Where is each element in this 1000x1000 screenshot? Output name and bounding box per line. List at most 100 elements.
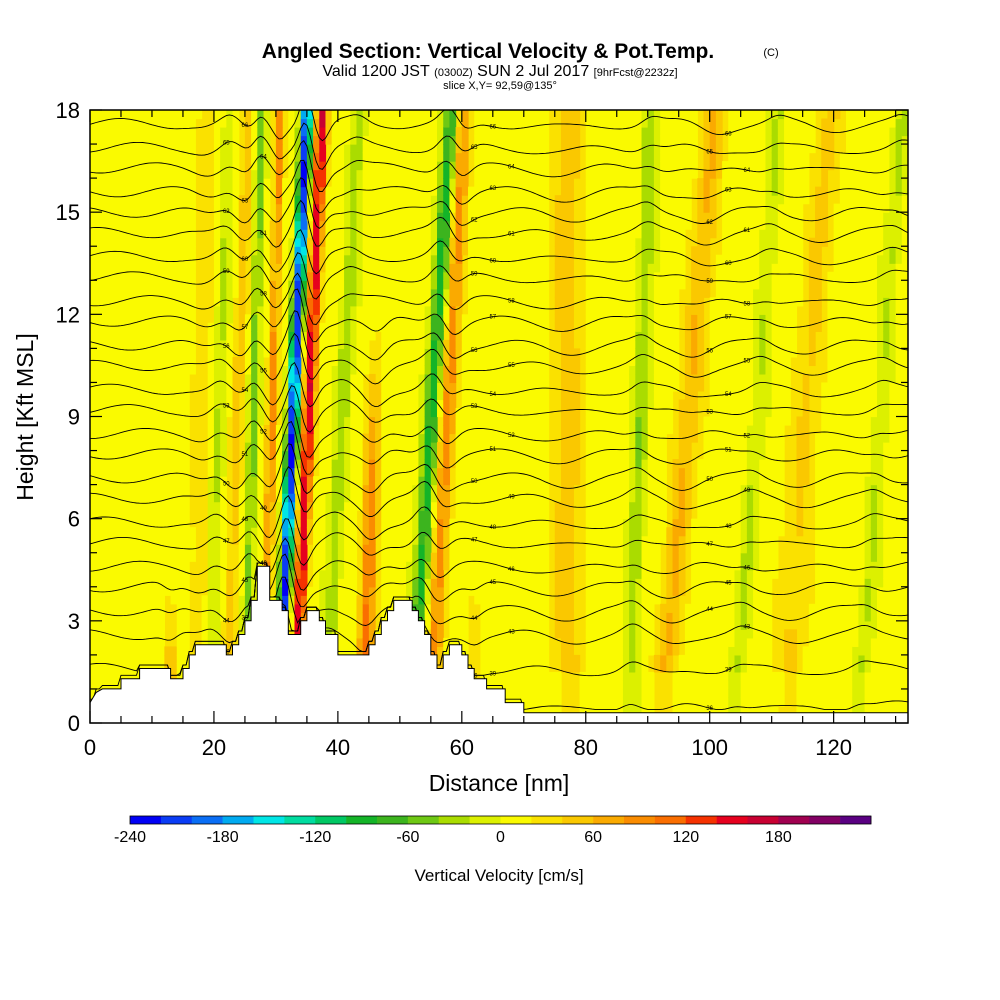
velocity-cell <box>449 442 457 452</box>
velocity-cell <box>102 314 110 324</box>
velocity-cell <box>567 322 574 332</box>
velocity-cell <box>325 254 333 264</box>
velocity-cell <box>542 612 550 622</box>
velocity-cell <box>542 212 550 222</box>
velocity-cell <box>356 373 364 384</box>
velocity-cell <box>480 603 488 613</box>
velocity-cell <box>90 186 97 196</box>
velocity-cell <box>511 110 519 120</box>
velocity-cell <box>263 544 271 554</box>
velocity-cell <box>263 535 271 545</box>
velocity-cell <box>120 229 128 239</box>
velocity-cell <box>517 365 525 375</box>
velocity-cell <box>350 544 358 554</box>
velocity-cell <box>325 603 333 613</box>
velocity-cell <box>114 356 122 367</box>
velocity-cell <box>480 161 488 171</box>
velocity-cell <box>424 339 432 349</box>
velocity-cell <box>505 382 512 392</box>
velocity-cell <box>269 271 277 281</box>
velocity-cell <box>387 595 395 605</box>
velocity-cell <box>232 433 240 443</box>
velocity-cell <box>399 322 407 332</box>
velocity-cell <box>480 280 488 290</box>
velocity-cell <box>505 118 512 128</box>
velocity-cell <box>381 280 389 290</box>
velocity-cell <box>313 399 320 409</box>
velocity-cell <box>424 535 432 545</box>
velocity-cell <box>251 254 258 264</box>
velocity-cell <box>251 280 258 290</box>
velocity-cell <box>90 510 97 520</box>
velocity-cell <box>337 467 345 477</box>
velocity-cell <box>90 544 97 554</box>
velocity-cell <box>492 671 500 682</box>
velocity-cell <box>288 390 296 401</box>
velocity-cell <box>90 629 97 639</box>
velocity-cell <box>139 305 147 315</box>
velocity-cell <box>145 629 153 639</box>
velocity-cell <box>356 348 364 358</box>
velocity-cell <box>213 254 221 264</box>
velocity-cell <box>344 263 351 273</box>
velocity-cell <box>542 331 550 341</box>
velocity-cell <box>499 510 506 520</box>
velocity-cell <box>461 356 469 367</box>
velocity-cell <box>325 484 333 494</box>
velocity-cell <box>294 118 302 128</box>
velocity-cell <box>480 442 488 452</box>
velocity-cell <box>449 237 457 247</box>
velocity-cell <box>263 135 271 145</box>
velocity-cell <box>182 254 190 264</box>
velocity-cell <box>517 271 525 281</box>
velocity-cell <box>133 237 141 247</box>
velocity-cell <box>108 305 116 315</box>
velocity-cell <box>102 203 110 213</box>
velocity-cell <box>529 518 537 528</box>
velocity-cell <box>127 425 134 435</box>
velocity-cell <box>102 195 110 205</box>
velocity-cell <box>213 450 221 460</box>
velocity-cell <box>492 144 500 154</box>
velocity-cell <box>474 407 482 418</box>
velocity-cell <box>499 339 506 349</box>
velocity-cell <box>375 450 382 460</box>
velocity-cell <box>455 203 463 213</box>
velocity-cell <box>375 476 382 486</box>
velocity-cell <box>443 390 451 401</box>
velocity-cell <box>120 595 128 605</box>
velocity-cell <box>554 510 562 520</box>
velocity-cell <box>455 433 463 443</box>
velocity-cell <box>251 484 258 494</box>
velocity-cell <box>269 288 277 298</box>
velocity-cell <box>275 433 283 443</box>
velocity-cell <box>189 348 196 358</box>
velocity-cell <box>207 425 215 435</box>
velocity-cell <box>325 493 333 503</box>
velocity-cell <box>207 510 215 520</box>
velocity-cell <box>133 288 141 298</box>
velocity-cell <box>263 450 271 460</box>
velocity-cell <box>96 501 103 511</box>
velocity-cell <box>182 569 190 579</box>
velocity-cell <box>523 110 531 120</box>
velocity-cell <box>300 569 308 579</box>
velocity-cell <box>182 339 190 349</box>
velocity-cell <box>251 271 258 281</box>
velocity-cell <box>461 595 469 605</box>
velocity-cell <box>151 450 159 460</box>
velocity-cell <box>424 356 432 367</box>
velocity-cell <box>356 595 364 605</box>
velocity-cell <box>96 186 103 196</box>
velocity-cell <box>282 373 289 384</box>
velocity-cell <box>449 569 457 579</box>
velocity-cell <box>412 442 420 452</box>
velocity-cell <box>499 544 506 554</box>
velocity-cell <box>158 382 165 392</box>
velocity-cell <box>542 118 550 128</box>
velocity-cell <box>455 229 463 239</box>
velocity-cell <box>176 288 184 298</box>
velocity-cell <box>226 203 234 213</box>
velocity-cell <box>437 127 444 137</box>
velocity-cell <box>399 373 407 384</box>
